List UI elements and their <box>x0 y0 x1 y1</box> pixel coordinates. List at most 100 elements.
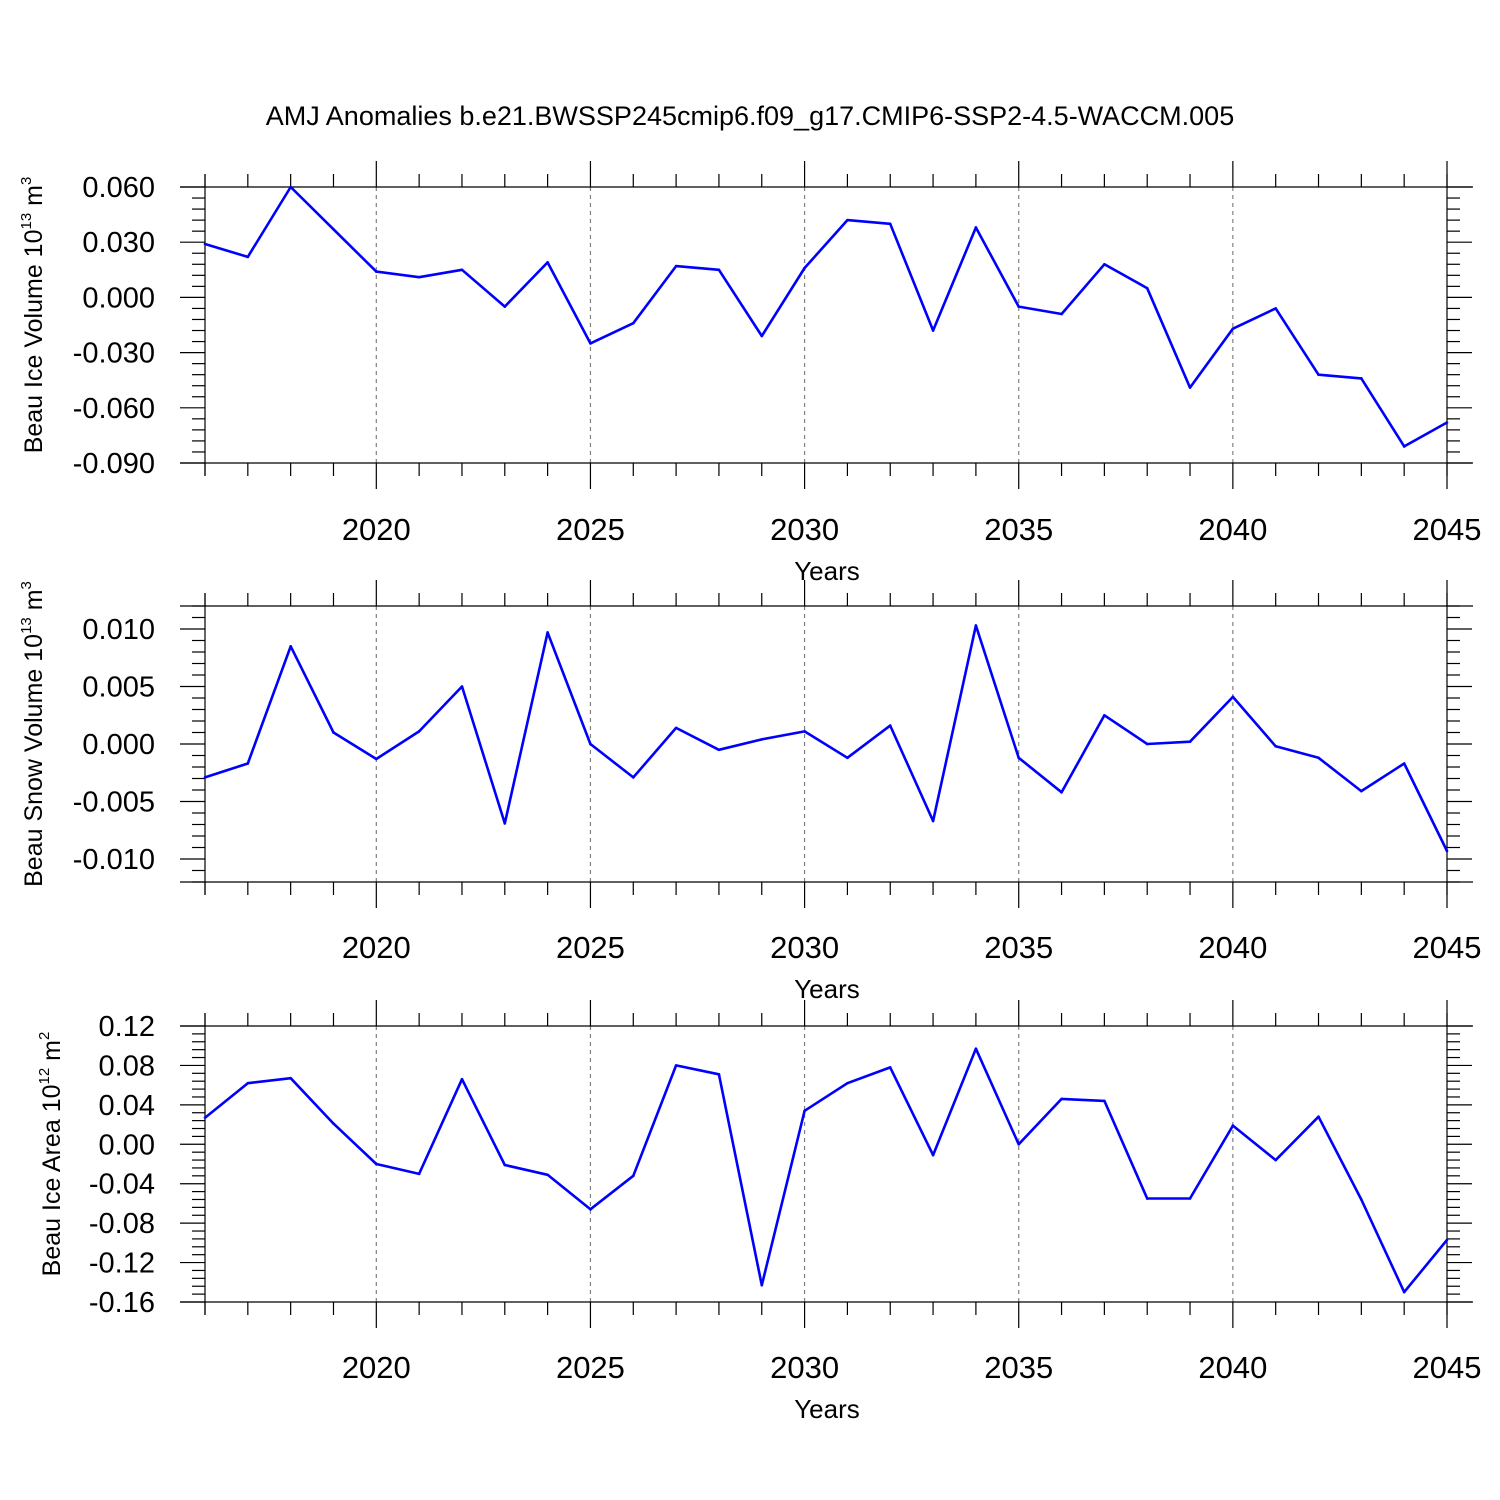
data-point <box>1060 1097 1063 1101</box>
y-label-superscript: 12 <box>36 1068 53 1085</box>
x-axis-label: Years <box>794 1394 860 1424</box>
x-tick-label: 2025 <box>556 930 625 965</box>
x-tick-label: 2040 <box>1198 512 1267 547</box>
data-point <box>717 268 721 272</box>
data-point <box>846 756 849 760</box>
data-point <box>1402 762 1406 765</box>
x-tick-label: 2045 <box>1413 1350 1482 1385</box>
data-point <box>332 1122 335 1125</box>
data-point <box>289 1076 292 1080</box>
data-point <box>546 1173 549 1177</box>
data-point <box>289 185 292 189</box>
data-point <box>460 685 464 688</box>
y-tick-label: -0.16 <box>89 1287 155 1319</box>
data-point <box>289 644 292 648</box>
data-point <box>674 726 678 730</box>
x-tick-label: 2040 <box>1198 930 1267 965</box>
y-tick-label: -0.005 <box>73 787 155 819</box>
data-point <box>1231 327 1235 330</box>
y-label-text: Beau Ice Area 10 <box>38 1085 66 1277</box>
data-point <box>460 1077 464 1081</box>
data-point <box>1274 1158 1277 1162</box>
x-tick-label: 2035 <box>984 512 1053 547</box>
data-point <box>1145 286 1149 290</box>
data-point <box>375 270 378 273</box>
data-point <box>631 776 635 779</box>
data-point <box>460 268 464 272</box>
x-tick-label: 2020 <box>342 512 411 547</box>
data-point <box>1360 1198 1363 1201</box>
y-tick-label: -0.08 <box>89 1208 155 1240</box>
data-point <box>1360 789 1363 793</box>
data-point <box>246 255 250 259</box>
data-point <box>375 1162 378 1166</box>
x-tick-label: 2035 <box>984 1350 1053 1385</box>
y-tick-label: -0.030 <box>73 338 155 370</box>
data-point <box>760 738 764 741</box>
data-point <box>1402 1290 1406 1294</box>
data-point <box>1317 1115 1320 1118</box>
data-point <box>1017 756 1021 760</box>
y-tick-label: 0.005 <box>82 672 155 704</box>
data-point <box>246 1081 250 1085</box>
data-point <box>1188 386 1192 389</box>
data-point <box>1103 1099 1106 1103</box>
data-point <box>1060 312 1063 316</box>
y-label-text: Beau Snow Volume 10 <box>20 634 48 887</box>
chart-panel-3: 0.12 0.08 0.04 0.00 -0.04 -0.08 -0.12 -0.16 2020… <box>36 1000 1481 1424</box>
data-point <box>1445 1238 1449 1242</box>
x-tick-label: 2030 <box>770 930 839 965</box>
data-point <box>931 329 935 332</box>
y-tick-label: 0.04 <box>99 1090 155 1122</box>
data-point <box>717 1073 721 1076</box>
data-point <box>631 1174 635 1178</box>
chart-panel-2: 0.010 0.005 0.000 -0.005 -0.010 2020 2025 2030 2… <box>18 580 1481 1004</box>
data-point <box>589 1208 592 1211</box>
y-tick-label: -0.090 <box>73 448 155 480</box>
data-point <box>974 226 978 229</box>
x-tick-label: 2040 <box>1198 1350 1267 1385</box>
data-point <box>332 731 335 734</box>
data-point <box>1145 742 1149 746</box>
chart-title: AMJ Anomalies b.e21.BWSSP245cmip6.f09_g1… <box>266 101 1234 131</box>
data-point <box>417 275 421 279</box>
x-tick-label: 2030 <box>770 1350 839 1385</box>
x-tick-label: 2045 <box>1413 512 1482 547</box>
data-series-line <box>204 185 1448 448</box>
data-point <box>503 822 507 825</box>
y-tick-label: 0.030 <box>82 227 155 259</box>
y-label-text: Beau Ice Volume 10 <box>20 230 48 454</box>
data-point <box>760 334 764 338</box>
data-point <box>1060 791 1063 794</box>
data-point <box>1188 1197 1192 1200</box>
data-point <box>888 1066 892 1069</box>
data-point <box>503 305 507 308</box>
x-tick-label: 2035 <box>984 930 1053 965</box>
data-point <box>203 776 207 779</box>
data-point <box>1231 695 1235 699</box>
data-point <box>1231 1124 1235 1127</box>
y-tick-label: 0.08 <box>99 1050 155 1082</box>
data-point <box>1103 713 1106 717</box>
y-tick-label: 0.060 <box>82 172 155 204</box>
y-tick-label: -0.010 <box>73 844 155 876</box>
data-point <box>1274 745 1277 748</box>
data-point <box>1188 740 1192 743</box>
data-point <box>375 757 378 761</box>
y-tick-label: -0.12 <box>89 1248 155 1280</box>
data-point <box>846 1081 849 1085</box>
data-point <box>1145 1197 1149 1200</box>
data-point <box>717 748 721 752</box>
data-point <box>1445 421 1449 424</box>
y-tick-label: 0.00 <box>99 1129 155 1161</box>
y-label-superscript: 3 <box>18 177 35 185</box>
data-point <box>503 1163 507 1167</box>
y-label-text: m <box>20 589 48 617</box>
y-label-superscript: 13 <box>18 213 35 230</box>
data-point <box>589 342 592 345</box>
x-axis-label: Years <box>794 974 860 1004</box>
x-tick-label: 2030 <box>770 512 839 547</box>
y-label-superscript: 3 <box>18 581 35 589</box>
y-label-text: m <box>20 185 48 213</box>
